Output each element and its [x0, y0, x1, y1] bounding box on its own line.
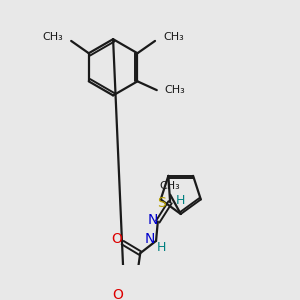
Text: CH₃: CH₃ — [165, 85, 185, 95]
Text: CH₃: CH₃ — [43, 32, 63, 42]
Text: O: O — [112, 288, 123, 300]
Text: O: O — [111, 232, 122, 246]
Text: CH₃: CH₃ — [163, 32, 184, 42]
Text: S: S — [157, 196, 166, 210]
Text: CH₃: CH₃ — [160, 181, 181, 191]
Text: H: H — [157, 242, 166, 254]
Text: N: N — [145, 232, 155, 246]
Text: N: N — [147, 213, 158, 227]
Text: H: H — [176, 194, 185, 207]
